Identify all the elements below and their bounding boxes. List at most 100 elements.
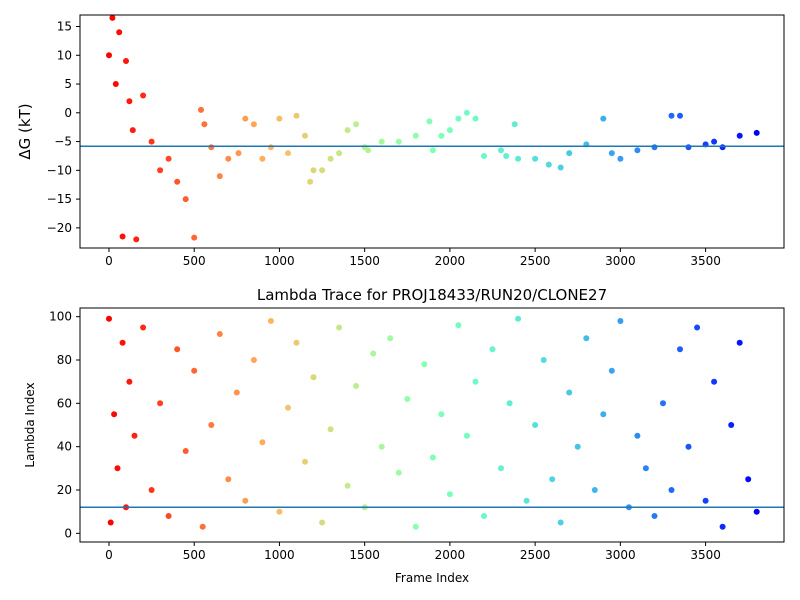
- lambda-point-48: [481, 513, 487, 519]
- lambda-point-18: [225, 476, 232, 483]
- dg-point-66: [685, 144, 692, 151]
- dg-point-34: [336, 150, 343, 157]
- y-tick-label: −20: [47, 221, 72, 235]
- lambda-point-39: [404, 396, 411, 402]
- x-tick-label: 3500: [690, 254, 721, 268]
- dg-point-61: [617, 155, 624, 162]
- lambda-point-46: [463, 432, 470, 439]
- y-tick-label: 40: [57, 440, 72, 454]
- lambda-point-71: [677, 346, 683, 353]
- dg-point-0: [106, 52, 112, 59]
- lambda-point-42: [429, 454, 436, 461]
- lambda-point-6: [126, 378, 133, 385]
- lambda-point-59: [574, 443, 581, 450]
- lambda-point-9: [148, 487, 155, 493]
- dg-point-44: [438, 132, 445, 139]
- lambda-points-group: [106, 315, 760, 530]
- lambda-point-31: [336, 324, 343, 331]
- dg-point-46: [455, 115, 462, 122]
- y-tick-label: 15: [57, 20, 72, 34]
- dg-point-12: [165, 155, 172, 162]
- lambda-point-19: [233, 389, 240, 396]
- lambda-point-70: [668, 487, 675, 493]
- lambda-point-16: [208, 422, 215, 428]
- dg-axes-frame: [79, 14, 785, 249]
- lambda-point-78: [736, 339, 743, 346]
- dg-point-55: [545, 161, 552, 168]
- lambda-point-55: [540, 357, 547, 363]
- lambda-point-73: [694, 324, 701, 331]
- lambda-point-14: [191, 367, 198, 374]
- lambda-point-75: [711, 378, 718, 385]
- x-tick-label: 0: [105, 254, 113, 268]
- dg-point-4: [119, 233, 126, 240]
- dg-point-41: [412, 132, 419, 139]
- dg-point-24: [259, 155, 266, 162]
- dg-point-43: [429, 147, 436, 154]
- dg-point-6: [126, 98, 133, 105]
- x-tick-label: 1000: [264, 254, 295, 268]
- lambda-point-2: [111, 411, 118, 418]
- lambda-point-25: [285, 404, 291, 411]
- dg-ticks: 0 500 1000 1500 2000 2500 3000 3500 15 10 5 0 −5 −10 −…: [47, 20, 721, 268]
- dg-point-5: [123, 58, 129, 64]
- y-tick-label: 60: [57, 396, 72, 410]
- dg-point-29: [302, 132, 308, 139]
- x-tick-label: 2500: [520, 254, 551, 268]
- dg-point-52: [511, 121, 518, 128]
- dg-point-25: [267, 144, 274, 151]
- dg-point-57: [566, 150, 573, 157]
- x-tick-label: 500: [183, 548, 206, 562]
- lambda-point-0: [106, 315, 112, 322]
- lambda-point-58: [566, 389, 573, 396]
- y-tick-label: 80: [57, 353, 72, 367]
- lambda-panel: Lambda Trace for PROJ18433/RUN20/CLONE27…: [23, 286, 785, 585]
- lambda-point-64: [617, 318, 624, 324]
- dg-point-31: [310, 167, 317, 174]
- lambda-point-11: [165, 513, 172, 519]
- lambda-point-80: [753, 508, 760, 515]
- x-tick-label: 0: [105, 548, 113, 562]
- dg-point-19: [216, 173, 223, 180]
- dg-points-group: [106, 14, 760, 243]
- lambda-point-45: [455, 322, 462, 329]
- lambda-point-37: [387, 335, 394, 342]
- dg-point-14: [182, 196, 189, 203]
- lambda-point-66: [634, 432, 641, 439]
- dg-panel: 0 500 1000 1500 2000 2500 3000 3500 15 10 5 0 −5 −10 −…: [16, 14, 785, 268]
- dg-point-17: [201, 121, 208, 128]
- lambda-point-43: [438, 411, 445, 418]
- dg-point-7: [129, 127, 136, 134]
- lambda-point-22: [259, 439, 266, 446]
- lambda-point-47: [472, 378, 479, 385]
- lambda-point-3: [114, 465, 121, 472]
- dg-point-45: [446, 127, 453, 134]
- lambda-point-79: [745, 476, 752, 483]
- lambda-point-54: [532, 422, 539, 428]
- lambda-point-63: [608, 367, 615, 374]
- lambda-point-50: [498, 465, 504, 472]
- lambda-point-35: [370, 350, 377, 357]
- x-tick-label: 500: [183, 254, 206, 268]
- lambda-y-axis-label: Lambda Index: [23, 382, 37, 467]
- dg-point-33: [327, 155, 334, 162]
- lambda-point-4: [119, 339, 126, 346]
- lambda-x-axis-label: Frame Index: [395, 571, 469, 585]
- lambda-point-15: [199, 523, 206, 530]
- lambda-point-61: [591, 487, 598, 493]
- dg-point-69: [719, 144, 726, 151]
- y-tick-label: 0: [64, 526, 72, 540]
- lambda-point-26: [293, 339, 300, 346]
- lambda-point-24: [276, 508, 283, 515]
- lambda-point-57: [557, 519, 564, 526]
- dg-point-18: [208, 144, 215, 151]
- lambda-point-67: [642, 465, 649, 472]
- x-tick-label: 3500: [690, 548, 721, 562]
- lambda-ticks: 0 500 1000 1500 2000 2500 3000 3500 0 20 40 60 80 100: [49, 310, 721, 562]
- dg-point-13: [174, 178, 181, 185]
- dg-point-38: [365, 147, 372, 154]
- dg-point-42: [426, 118, 433, 125]
- lambda-point-74: [702, 497, 709, 504]
- dg-point-27: [285, 150, 291, 157]
- dg-point-62: [634, 147, 641, 154]
